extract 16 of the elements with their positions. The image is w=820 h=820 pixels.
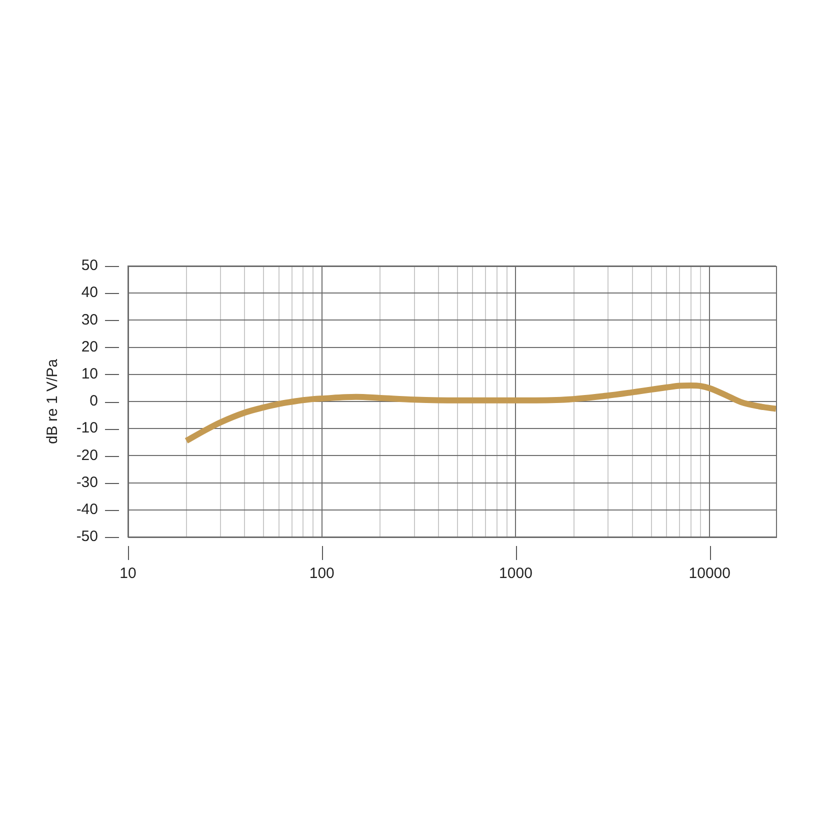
- y-axis-title: dB re 1 V/Pa: [44, 358, 62, 444]
- y-tick-label: -50: [76, 528, 98, 546]
- x-tick-label: 10000: [688, 565, 730, 582]
- y-tick-label: 40: [81, 284, 98, 302]
- y-tick-label: 10: [81, 366, 98, 383]
- y-tick-label: -30: [76, 474, 98, 491]
- x-tick-label: 100: [309, 565, 334, 582]
- y-tick-label: 20: [81, 338, 98, 356]
- x-tick-label: 10: [120, 565, 136, 582]
- y-tick-label: 30: [81, 311, 98, 328]
- y-tick-label: -20: [76, 446, 98, 464]
- x-tick-label: 1000: [499, 565, 532, 582]
- y-tick-label: 50: [81, 257, 98, 274]
- y-tick-label: -10: [76, 420, 98, 437]
- y-tick-label: -40: [76, 501, 98, 518]
- y-tick-label: 0: [90, 392, 98, 410]
